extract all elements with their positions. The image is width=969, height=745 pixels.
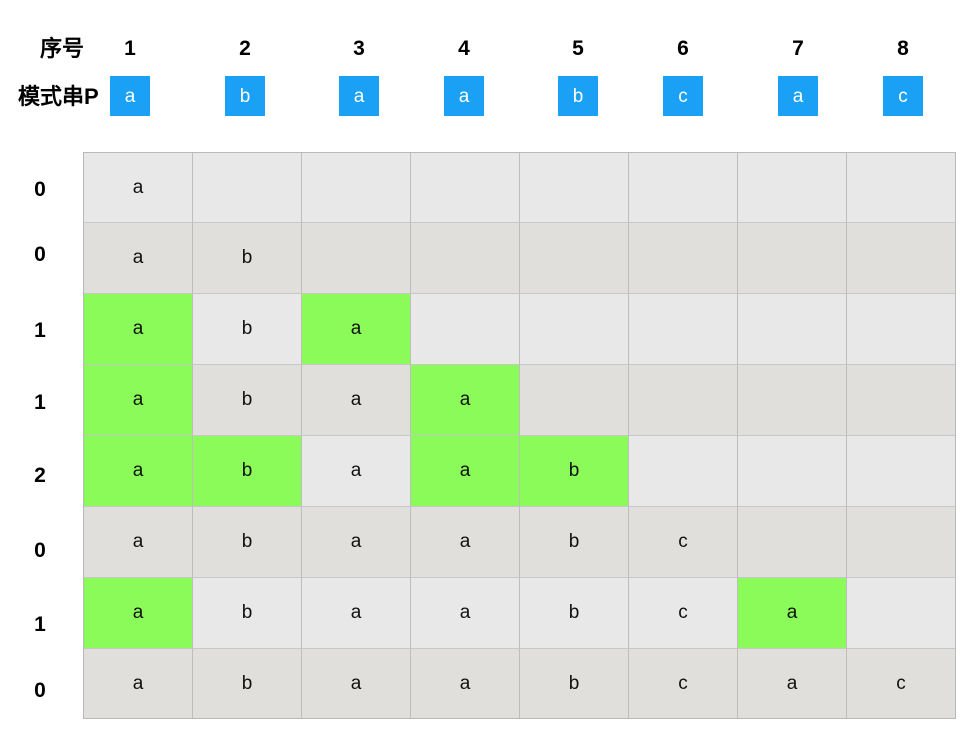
pattern-char-box-2: b: [225, 76, 265, 116]
grid-cell-empty: [738, 507, 847, 578]
next-value-5: 2: [34, 464, 46, 487]
grid-cell-empty: [738, 436, 847, 507]
grid-cell-empty: [847, 578, 955, 649]
grid-cell: b: [520, 649, 629, 718]
grid-cell-empty: [411, 153, 520, 223]
grid-cell-empty: [847, 507, 955, 578]
grid-cell-empty: [302, 223, 411, 294]
grid-cell-highlighted: a: [411, 436, 520, 507]
grid-cell-highlighted: a: [302, 294, 411, 365]
grid-cell-empty: [520, 153, 629, 223]
column-index-1: 1: [124, 37, 136, 60]
grid-cell: b: [193, 223, 302, 294]
grid-cell-empty: [629, 436, 738, 507]
next-value-8: 0: [34, 679, 46, 702]
grid-cell-highlighted: a: [84, 294, 193, 365]
grid-cell: b: [520, 507, 629, 578]
grid-cell-empty: [847, 365, 955, 436]
column-index-8: 8: [897, 37, 909, 60]
pattern-char-box-4: a: [444, 76, 484, 116]
grid-cell-highlighted: a: [84, 436, 193, 507]
grid-cell: c: [629, 578, 738, 649]
column-index-5: 5: [572, 37, 584, 60]
grid-cell-empty: [629, 294, 738, 365]
pattern-char-box-1: a: [110, 76, 150, 116]
pattern-header-label: 模式串P: [18, 84, 99, 109]
grid-cell: b: [193, 578, 302, 649]
grid-cell-empty: [847, 223, 955, 294]
pattern-char-box-5: b: [558, 76, 598, 116]
column-index-4: 4: [458, 37, 470, 60]
next-value-7: 1: [34, 613, 46, 636]
grid-cell-highlighted: b: [193, 436, 302, 507]
pattern-char-box-6: c: [663, 76, 703, 116]
grid-cell: c: [629, 649, 738, 718]
grid-cell: a: [302, 578, 411, 649]
column-index-7: 7: [792, 37, 804, 60]
grid-cell: a: [302, 436, 411, 507]
next-value-1: 0: [34, 178, 46, 201]
pattern-char-box-3: a: [339, 76, 379, 116]
grid-cell: b: [520, 578, 629, 649]
next-value-6: 0: [34, 539, 46, 562]
index-header-label: 序号: [40, 36, 85, 61]
grid-cell: a: [302, 507, 411, 578]
grid-cell: a: [302, 649, 411, 718]
grid-cell-highlighted: a: [84, 578, 193, 649]
grid-cell: b: [193, 507, 302, 578]
grid-cell: a: [411, 507, 520, 578]
grid-cell-empty: [629, 365, 738, 436]
grid-cell: a: [738, 649, 847, 718]
next-value-2: 0: [34, 243, 46, 266]
grid-cell-highlighted: a: [84, 365, 193, 436]
grid-cell: a: [411, 578, 520, 649]
next-value-3: 1: [34, 319, 46, 342]
grid-cell-highlighted: b: [520, 436, 629, 507]
column-index-6: 6: [677, 37, 689, 60]
grid-cell-empty: [629, 153, 738, 223]
grid-cell-empty: [847, 153, 955, 223]
grid-cell-empty: [847, 436, 955, 507]
grid-cell: c: [629, 507, 738, 578]
grid-cell: b: [193, 294, 302, 365]
pattern-char-box-8: c: [883, 76, 923, 116]
grid-cell: a: [302, 365, 411, 436]
grid-cell-empty: [411, 223, 520, 294]
grid-cell: c: [847, 649, 955, 718]
grid-cell: a: [84, 153, 193, 223]
grid-cell-empty: [520, 365, 629, 436]
column-index-3: 3: [353, 37, 365, 60]
grid-cell-empty: [629, 223, 738, 294]
grid-cell-highlighted: a: [738, 578, 847, 649]
column-index-2: 2: [239, 37, 251, 60]
grid-cell-empty: [738, 365, 847, 436]
grid-cell-empty: [520, 223, 629, 294]
grid-cell: a: [84, 223, 193, 294]
grid-cell-highlighted: a: [411, 365, 520, 436]
grid-cell-empty: [738, 294, 847, 365]
grid-cell: a: [84, 649, 193, 718]
pattern-char-box-7: a: [778, 76, 818, 116]
grid-cell-empty: [411, 294, 520, 365]
grid-cell: a: [411, 649, 520, 718]
grid-cell-empty: [193, 153, 302, 223]
grid-cell-empty: [738, 153, 847, 223]
grid-cell-empty: [847, 294, 955, 365]
grid-cell: b: [193, 649, 302, 718]
grid-cell-empty: [738, 223, 847, 294]
grid-cell-empty: [302, 153, 411, 223]
next-value-4: 1: [34, 391, 46, 414]
grid-cell: b: [193, 365, 302, 436]
grid-cell: a: [84, 507, 193, 578]
grid-cell-empty: [520, 294, 629, 365]
